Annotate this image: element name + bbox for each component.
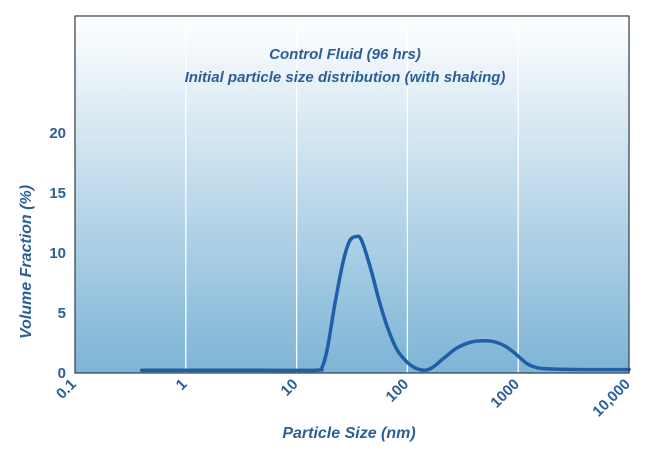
x-tick-label: 1 — [173, 376, 191, 394]
x-axis-ticks: 0.1 1 10 100 1000 10,000 — [53, 376, 634, 420]
x-axis-label: Particle Size (nm) — [282, 425, 415, 442]
series-layer — [139, 234, 631, 373]
y-axis-ticks: 0 5 10 15 20 — [49, 125, 66, 382]
x-tick-label: 10,000 — [589, 376, 633, 420]
plot-area — [75, 16, 629, 373]
y-axis-label: Volume Fraction (%) — [18, 185, 35, 339]
x-tick-label: 100 — [383, 376, 413, 406]
x-tick-label: 1000 — [487, 376, 523, 412]
plot-frame — [74, 15, 630, 374]
y-tick-label: 15 — [49, 185, 66, 202]
x-tick-label: 10 — [278, 376, 302, 400]
y-tick-label: 10 — [49, 245, 66, 262]
y-tick-label: 20 — [49, 125, 66, 142]
series-line — [139, 234, 631, 373]
chart-title: Control Fluid (96 hrs) — [269, 46, 421, 63]
grid-lines — [185, 16, 519, 373]
y-tick-label: 5 — [58, 305, 66, 322]
y-tick-label: 0 — [58, 365, 66, 382]
chart-subtitle: Initial particle size distribution (with… — [185, 69, 506, 86]
